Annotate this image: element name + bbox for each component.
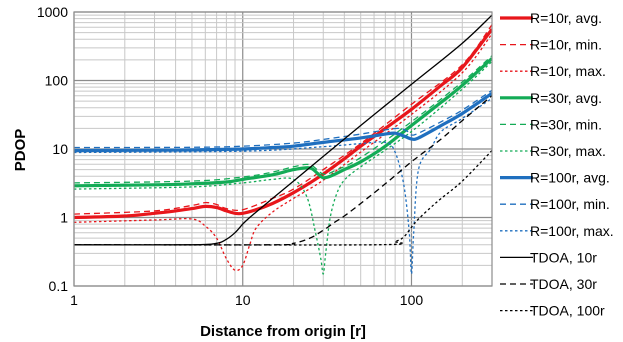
legend-label: TDOA, 10r <box>530 249 597 265</box>
legend: R=10r, avg. R=10r, min. R=10r, max. R=30r, … <box>500 10 614 319</box>
series-line <box>74 95 492 246</box>
plot-border <box>73 11 493 287</box>
x-tick-label: 100 <box>400 292 424 308</box>
legend-label: R=10r, avg. <box>530 10 602 26</box>
y-tick-label: 0.1 <box>49 278 69 294</box>
legend-label: R=100r, min. <box>530 196 610 212</box>
series-line <box>74 28 492 220</box>
legend-label: R=100r, avg. <box>530 170 610 186</box>
series-line <box>74 55 492 184</box>
y-tick-label: 10 <box>52 141 68 157</box>
series-line <box>74 89 492 149</box>
y-tick-labels: 0.1 1 10 100 1000 <box>37 4 68 294</box>
series-line <box>74 91 492 153</box>
legend-label: R=10r, max. <box>530 63 606 79</box>
legend-label: R=30r, max. <box>530 143 606 159</box>
legend-label: TDOA, 100r <box>530 303 605 319</box>
series-line <box>74 97 492 275</box>
grid <box>73 11 493 287</box>
series-lines <box>74 14 492 275</box>
series-line <box>74 60 492 275</box>
y-axis-title: PDOP <box>12 129 29 172</box>
x-tick-label: 10 <box>235 292 251 308</box>
legend-label: TDOA, 30r <box>530 276 597 292</box>
series-line <box>74 150 492 246</box>
y-tick-label: 1 <box>60 210 68 226</box>
y-tick-label: 1000 <box>37 4 68 20</box>
x-tick-label: 1 <box>70 292 78 308</box>
legend-label: R=30r, min. <box>530 116 602 132</box>
y-tick-label: 100 <box>45 73 69 89</box>
series-line <box>74 57 492 188</box>
legend-label: R=30r, avg. <box>530 90 602 106</box>
x-axis-title: Distance from origin [r] <box>200 323 366 340</box>
x-tick-labels: 1 10 100 <box>70 292 423 308</box>
series-line <box>74 14 492 246</box>
legend-label: R=100r, max. <box>530 223 614 239</box>
legend-label: R=10r, min. <box>530 37 602 53</box>
plot-area-border <box>73 11 493 287</box>
